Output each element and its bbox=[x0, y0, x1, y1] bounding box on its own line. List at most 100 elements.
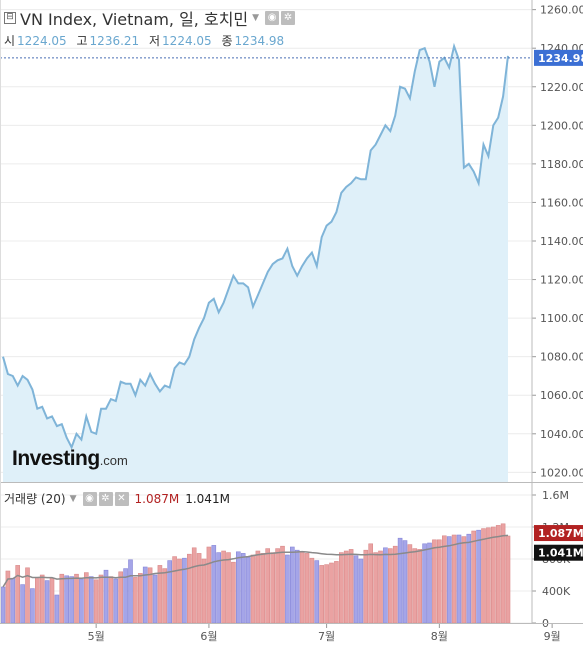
axis-badge bbox=[534, 49, 583, 66]
volume-bar bbox=[250, 554, 256, 624]
volume-bar bbox=[373, 552, 378, 624]
volume-bar bbox=[20, 584, 25, 624]
volume-bar bbox=[221, 550, 226, 624]
volume-bar bbox=[285, 554, 290, 624]
volume-bar bbox=[490, 526, 496, 624]
price-line bbox=[2, 42, 509, 450]
volume-bar bbox=[59, 573, 65, 624]
axis-badge bbox=[534, 544, 583, 561]
price-tick-label: 1040.00 bbox=[540, 428, 583, 441]
volume-bar bbox=[378, 550, 383, 624]
close-icon[interactable]: ✕ bbox=[114, 491, 129, 506]
volume-bar bbox=[383, 547, 388, 624]
volume-bar bbox=[206, 546, 212, 624]
volume-bar bbox=[363, 549, 369, 624]
volume-bar bbox=[451, 534, 457, 624]
volume-bar bbox=[280, 545, 285, 624]
volume-bar bbox=[226, 552, 231, 624]
settings-icon[interactable]: ◉ bbox=[82, 491, 97, 506]
price-tick-label: 1160.00 bbox=[540, 196, 583, 209]
volume-bar bbox=[54, 594, 60, 624]
price-tick-label: 1020.00 bbox=[540, 466, 583, 479]
low-label: 저 bbox=[149, 34, 161, 48]
volume-bar bbox=[436, 539, 442, 624]
volume-value-2: 1.041M bbox=[185, 491, 230, 506]
gear-icon[interactable]: ✲ bbox=[281, 11, 296, 25]
volume-bar bbox=[128, 559, 133, 624]
price-tick-label: 1080.00 bbox=[540, 351, 583, 364]
settings-icon[interactable]: ◉ bbox=[265, 11, 280, 25]
volume-header: 거래량 (20) ▼ ◉ ✲ ✕ 1.087M 1.041M bbox=[4, 490, 230, 507]
volume-bar bbox=[98, 574, 104, 624]
price-tick-label: 1100.00 bbox=[540, 312, 583, 325]
volume-bar bbox=[118, 571, 123, 624]
axis-badge-text: 1.087M bbox=[538, 527, 583, 540]
volume-bar bbox=[10, 577, 16, 624]
volume-bar bbox=[201, 558, 207, 624]
volume-bar bbox=[456, 534, 462, 624]
volume-bar bbox=[84, 572, 89, 624]
volume-bar bbox=[466, 533, 472, 624]
axis-badge-text: 1234.98 bbox=[538, 52, 583, 65]
volume-bar bbox=[358, 558, 364, 624]
volume-bar bbox=[407, 544, 413, 624]
open-value: 1224.05 bbox=[17, 34, 67, 48]
volume-bar bbox=[500, 523, 506, 624]
volume-bars bbox=[0, 523, 511, 624]
ohlc-row: 시 1224.05 고 1236.21 저 1224.05 종 1234.98 bbox=[4, 32, 290, 49]
volume-bar bbox=[34, 577, 40, 624]
volume-bar bbox=[441, 535, 447, 624]
close-value: 1234.98 bbox=[234, 34, 285, 48]
volume-bar bbox=[319, 565, 325, 624]
time-axis[interactable]: 5월 6월 7월 8월 9월 bbox=[88, 623, 561, 643]
volume-bar bbox=[481, 528, 486, 624]
volume-bar bbox=[157, 565, 163, 624]
volume-bar bbox=[39, 574, 45, 624]
price-tick-label: 1200.00 bbox=[540, 119, 583, 132]
collapse-icon[interactable]: ⊟ bbox=[4, 12, 16, 24]
volume-bar bbox=[368, 543, 374, 624]
gear-icon[interactable]: ✲ bbox=[98, 491, 113, 506]
volume-bar bbox=[64, 575, 69, 624]
chevron-down-icon[interactable]: ▼ bbox=[69, 493, 77, 504]
volume-bar bbox=[196, 553, 202, 624]
volume-bar bbox=[338, 552, 344, 624]
volume-tick-label: 400K bbox=[542, 585, 571, 598]
time-tick-label: 7월 bbox=[318, 630, 335, 643]
time-tick-label: 8월 bbox=[431, 630, 448, 643]
volume-bar bbox=[133, 577, 138, 624]
chart-title: VN Index, Vietnam, 일, 호치민 bbox=[20, 10, 249, 29]
volume-bar bbox=[236, 551, 241, 624]
volume-bar bbox=[471, 530, 477, 624]
axis-badge-text: 1.041M bbox=[538, 547, 583, 560]
volume-bar bbox=[260, 553, 266, 624]
volume-bar bbox=[240, 553, 246, 624]
volume-bar bbox=[191, 547, 197, 624]
chevron-down-icon[interactable]: ▼ bbox=[252, 13, 260, 23]
high-value: 1236.21 bbox=[89, 34, 140, 48]
volume-bar bbox=[422, 543, 427, 624]
volume-bar bbox=[289, 546, 295, 624]
logo-domain: .com bbox=[99, 453, 128, 468]
volume-value-1: 1.087M bbox=[134, 491, 180, 506]
price-tick-label: 1180.00 bbox=[540, 158, 583, 171]
volume-tick-label: 1.6M bbox=[542, 489, 569, 502]
volume-bar bbox=[172, 556, 177, 624]
volume-bar bbox=[397, 537, 403, 624]
volume-bar bbox=[255, 550, 261, 624]
volume-bar bbox=[69, 576, 74, 624]
price-axis[interactable]: 1260.001240.001220.001200.001180.001160.… bbox=[532, 4, 583, 480]
volume-bar bbox=[147, 567, 153, 624]
price-tick-label: 1060.00 bbox=[540, 389, 583, 402]
volume-bar bbox=[353, 555, 359, 624]
volume-bar bbox=[392, 545, 398, 624]
volume-bar bbox=[343, 550, 349, 624]
volume-bar bbox=[93, 579, 99, 624]
volume-bar bbox=[275, 548, 280, 624]
time-tick-label: 9월 bbox=[544, 630, 561, 643]
price-tick-label: 1140.00 bbox=[540, 235, 583, 248]
volume-bar bbox=[505, 535, 511, 624]
volume-bar bbox=[211, 545, 217, 624]
volume-bar bbox=[446, 536, 452, 624]
